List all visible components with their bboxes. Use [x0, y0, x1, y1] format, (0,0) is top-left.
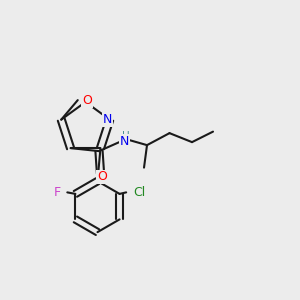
Text: O: O: [97, 170, 107, 183]
Text: N: N: [103, 113, 112, 126]
Text: Cl: Cl: [133, 186, 145, 199]
Text: F: F: [53, 186, 60, 199]
Text: H: H: [122, 130, 130, 140]
Text: N: N: [120, 135, 130, 148]
Text: O: O: [82, 94, 92, 107]
